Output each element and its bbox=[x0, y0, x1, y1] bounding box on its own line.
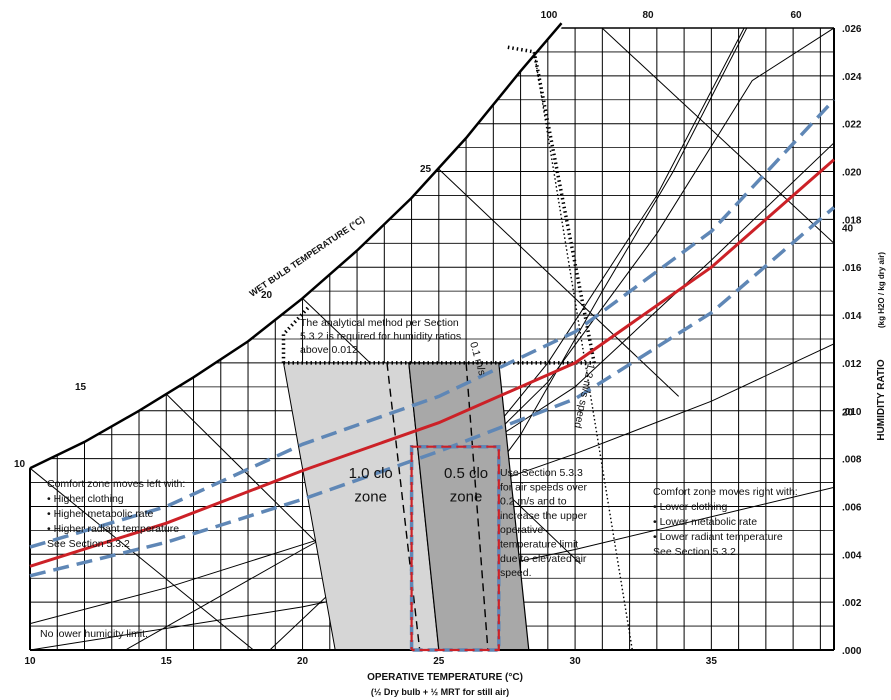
red-dashed-box bbox=[410, 445, 500, 652]
y-axis-title: HUMIDITY RATIO bbox=[876, 359, 887, 441]
ticks-layer: 10 15 20 25 30 35 .000 .002 .004 .006 .008 .010 .012… bbox=[14, 10, 862, 667]
wet-bulb-tick-label: 10 bbox=[14, 459, 26, 470]
wet-bulb-tick-label: 25 bbox=[420, 164, 432, 175]
elevated-air-speed-note: increase the upper bbox=[500, 510, 587, 522]
x-tick-label: 10 bbox=[24, 656, 36, 667]
no-lower-humidity-note: No lower humidity limit. bbox=[40, 628, 148, 640]
x-tick-label: 35 bbox=[706, 656, 718, 667]
analytical-method-note: above 0.012. bbox=[300, 344, 361, 356]
x-tick-label: 15 bbox=[161, 656, 173, 667]
comfort-left-note: • Higher clothing bbox=[47, 493, 124, 505]
y-tick-label: .016 bbox=[842, 263, 862, 274]
x-tick-label: 25 bbox=[433, 656, 445, 667]
y-tick-label: .020 bbox=[842, 168, 862, 179]
wet-bulb-line bbox=[30, 467, 254, 650]
wet-bulb-tick-label: 20 bbox=[261, 290, 273, 301]
blue-dashed-curve bbox=[29, 206, 836, 578]
elevated-air-speed-note: for air speeds over bbox=[500, 481, 587, 493]
x-axis-subtitle: (½ Dry bulb + ½ MRT for still air) bbox=[371, 687, 509, 697]
comfort-left-note: Comfort zone moves left with: bbox=[47, 478, 185, 490]
zone-label: 0.5 clo bbox=[444, 465, 488, 482]
zone-label: 1.0 clo bbox=[349, 465, 393, 482]
analytical-method-note: The analytical method per Section bbox=[300, 317, 459, 329]
blue-dashed-curve bbox=[29, 98, 836, 549]
y-tick-label: .010 bbox=[842, 407, 862, 418]
elevated-air-speed-note: speed. bbox=[500, 567, 532, 579]
saturation-curve bbox=[29, 22, 563, 470]
rh-curve bbox=[125, 142, 834, 650]
y-tick-label: .006 bbox=[842, 502, 862, 513]
rh-top-label: 60 bbox=[790, 10, 802, 21]
dotted-boundary-line bbox=[533, 51, 633, 651]
elevated-air-speed-note: due to elevated air bbox=[500, 553, 587, 565]
comfort-right-note: • Lower clothing bbox=[653, 501, 727, 513]
analytical-method-note: 5.3.2 is required for humidity ratios bbox=[300, 331, 461, 343]
comfort-right-note: • Lower radiant temperature bbox=[653, 531, 783, 543]
y-tick-label: .012 bbox=[842, 359, 862, 370]
x-tick-label: 30 bbox=[570, 656, 582, 667]
comfort-right-note: Comfort zone moves right with: bbox=[653, 486, 798, 498]
y-tick-label: .018 bbox=[842, 215, 862, 226]
comfort-left-note: See Section 5.3.2 bbox=[47, 538, 130, 550]
red-curve bbox=[29, 158, 835, 568]
y-axis-units: (kg H2O / kg dry air) bbox=[877, 252, 886, 328]
dashed-boundary-line bbox=[386, 362, 421, 651]
y-tick-label: .026 bbox=[842, 24, 862, 35]
comfort-right-note: • Lower metabolic rate bbox=[653, 516, 757, 528]
elevated-air-speed-note: 0.2 m/s and to bbox=[500, 496, 567, 508]
comfort-right-note: See Section 5.3.2 bbox=[653, 546, 736, 558]
wet-bulb-tick-label: 15 bbox=[75, 382, 87, 393]
zone-label: zone bbox=[450, 489, 483, 506]
zone-label: zone bbox=[354, 489, 387, 506]
zones-layer bbox=[282, 362, 530, 651]
comfort-left-note: • Higher metabolic rate bbox=[47, 508, 154, 520]
rh-top-label: 80 bbox=[642, 10, 654, 21]
elevated-air-speed-note: Use Section 5.3.3 bbox=[500, 467, 583, 479]
y-tick-label: .008 bbox=[842, 455, 862, 466]
rh-right-label: 40 bbox=[842, 223, 854, 234]
y-tick-label: .024 bbox=[842, 72, 862, 83]
overlay-layer bbox=[29, 98, 836, 652]
elevated-air-speed-note: temperature limit bbox=[500, 539, 578, 551]
comfort-left-note: • Higher radiant temperature bbox=[47, 523, 179, 535]
x-axis-title: OPERATIVE TEMPERATURE (°C) bbox=[367, 672, 523, 683]
elevated-air-speed-note: operative bbox=[500, 524, 543, 536]
rh-top-label: 100 bbox=[541, 10, 558, 21]
y-tick-label: .000 bbox=[842, 646, 862, 657]
y-tick-label: .004 bbox=[842, 550, 862, 561]
y-tick-label: .022 bbox=[842, 120, 862, 131]
x-tick-label: 20 bbox=[297, 656, 309, 667]
y-tick-label: .014 bbox=[842, 311, 862, 322]
dashed-boundary-line bbox=[465, 362, 489, 651]
rh-right-label: 20 bbox=[842, 408, 854, 419]
wet-bulb-axis-title: WET BULB TEMPERATURE (°C) bbox=[248, 214, 367, 299]
y-tick-label: .002 bbox=[842, 598, 862, 609]
wet-bulb-line bbox=[596, 28, 834, 244]
dotted-boundary-line bbox=[281, 306, 310, 363]
